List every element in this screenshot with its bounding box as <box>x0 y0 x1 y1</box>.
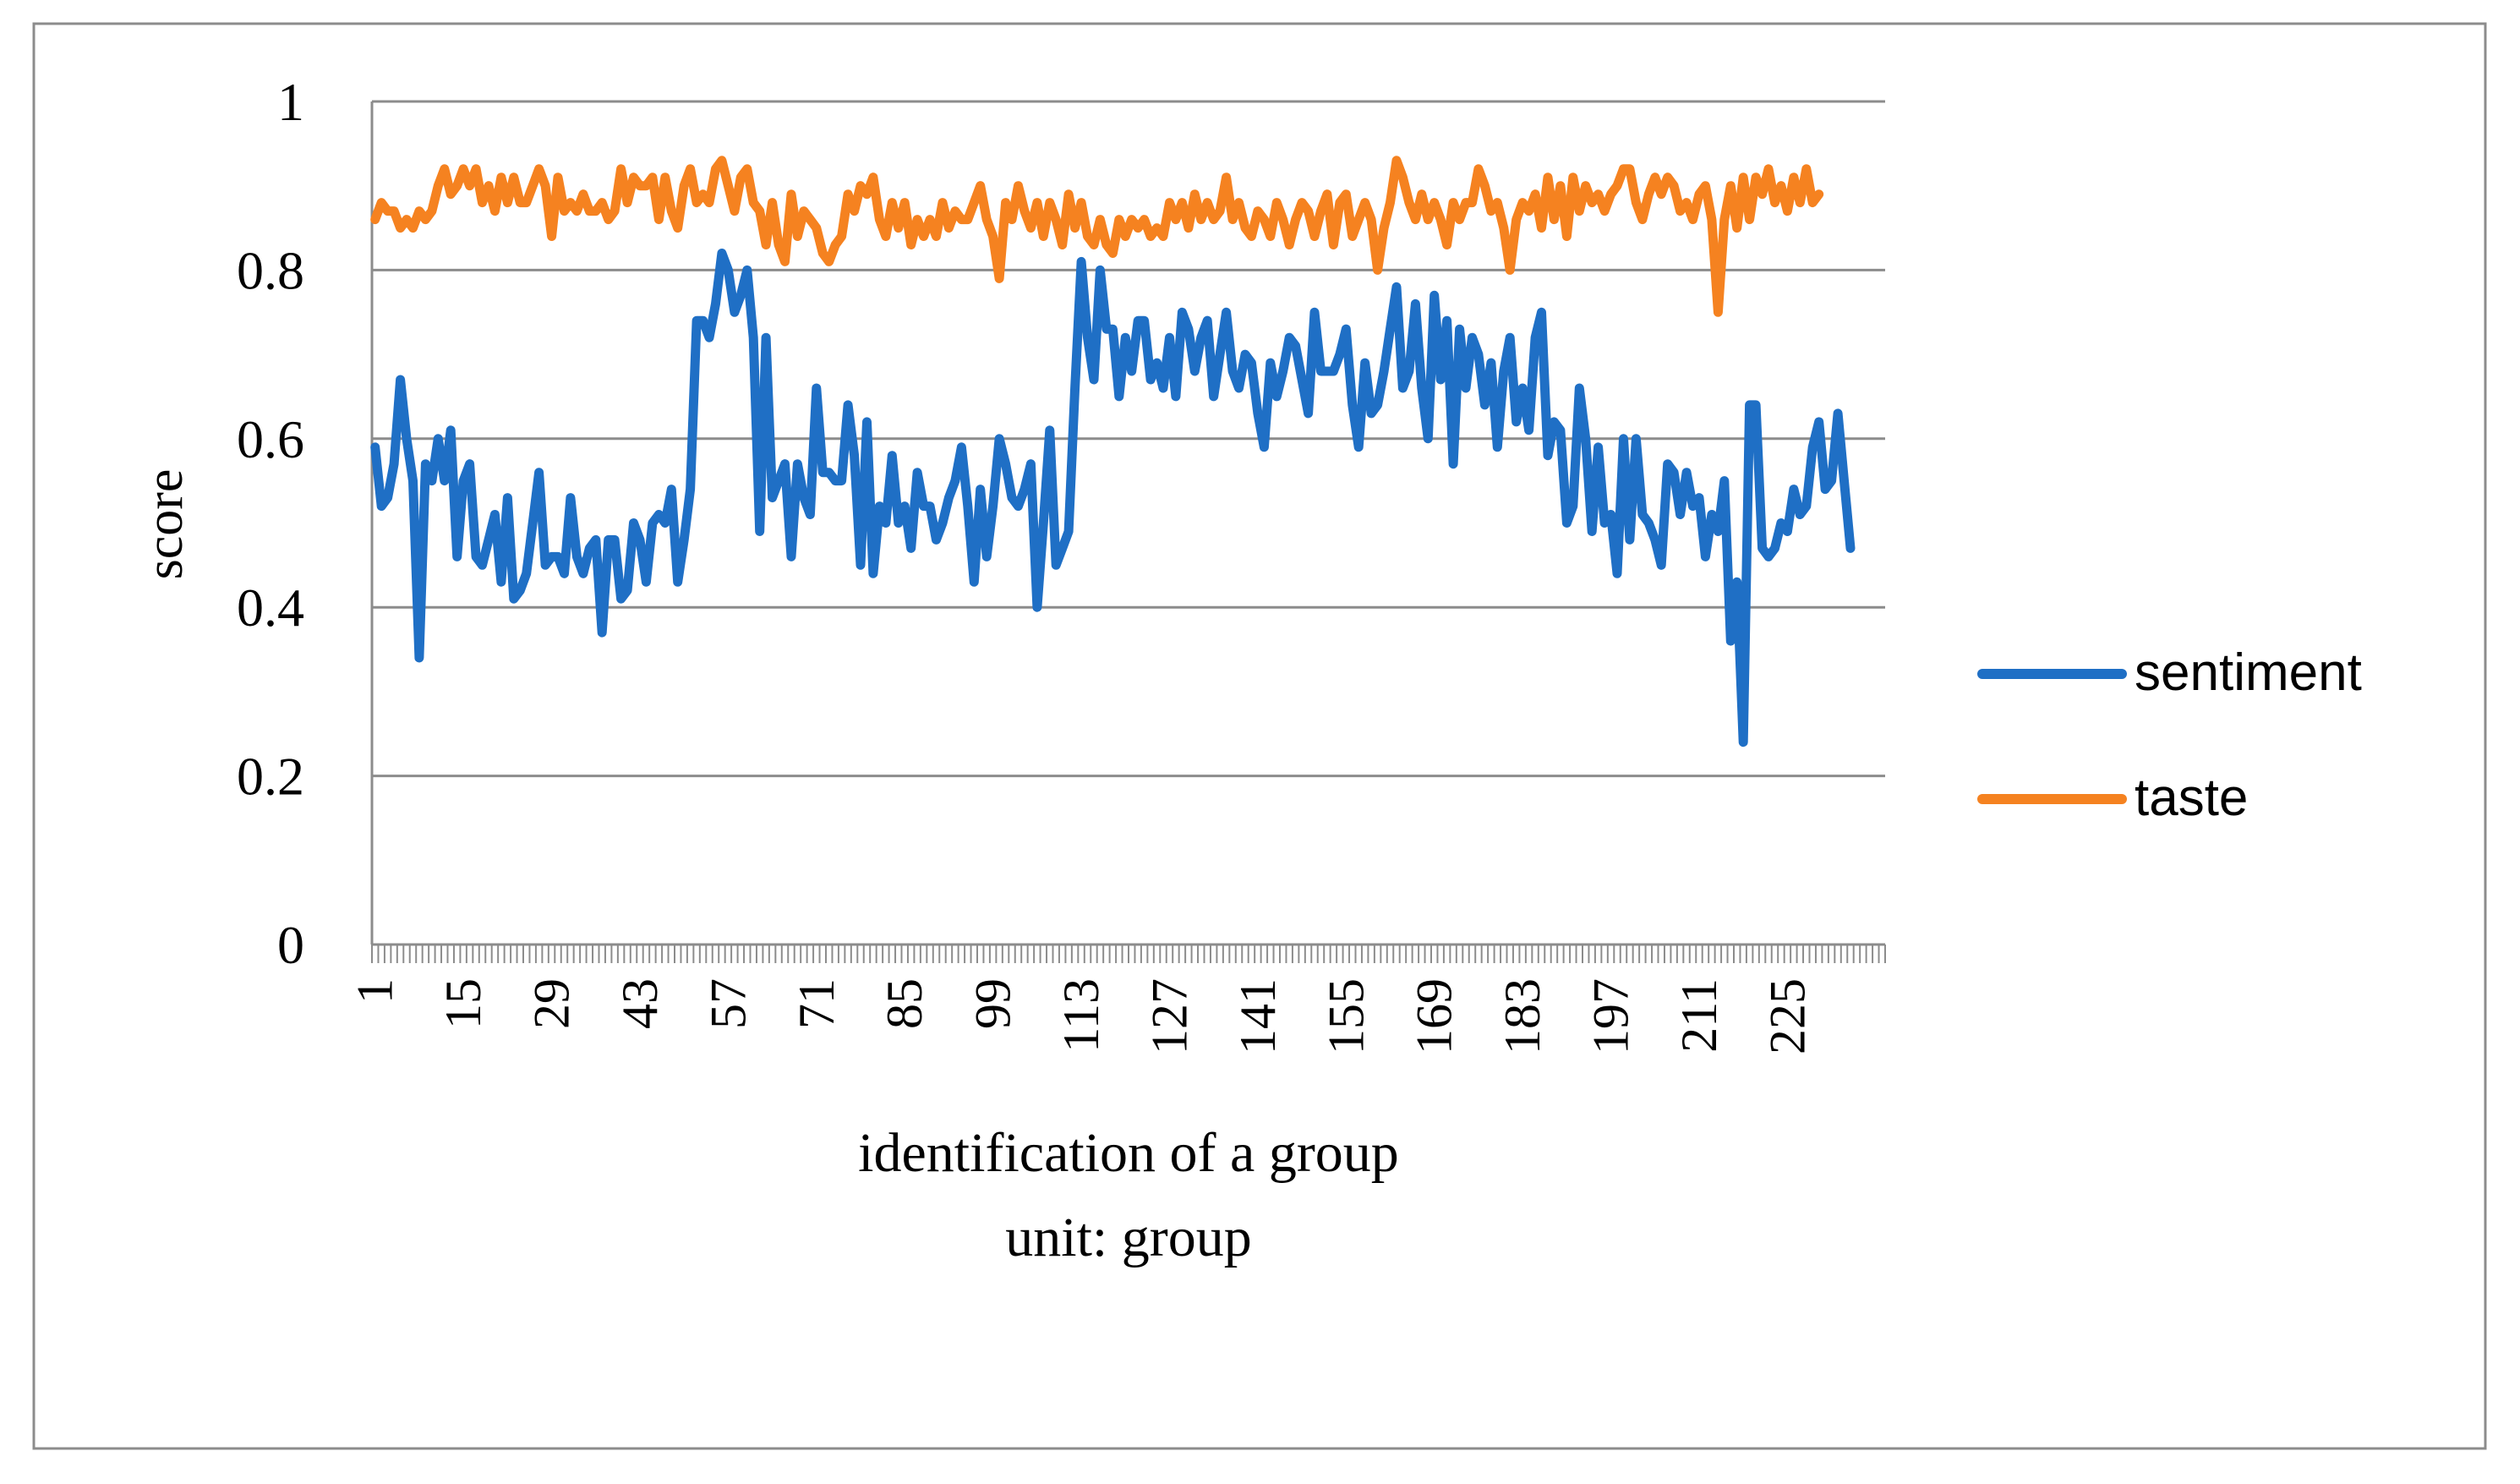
x-tick-label-155: 155 <box>1318 978 1374 1054</box>
y-tick-labels: 0 0.2 0.4 0.6 0.8 1 <box>237 72 304 975</box>
gridlines <box>372 100 1885 778</box>
x-tick-label-1: 1 <box>347 978 403 1004</box>
y-tick-label-0.8: 0.8 <box>237 240 304 300</box>
y-tick-label-0: 0 <box>277 915 304 975</box>
x-tick-label-225: 225 <box>1759 978 1815 1054</box>
legend: sentiment taste <box>1977 643 2362 827</box>
x-tick-label-15: 15 <box>435 978 491 1029</box>
x-tick-label-169: 169 <box>1407 978 1462 1054</box>
x-tick-label-197: 197 <box>1583 978 1639 1054</box>
x-tick-label-141: 141 <box>1230 978 1286 1054</box>
legend-label-taste: taste <box>2135 769 2248 827</box>
x-axis-title: identification of a group <box>858 1122 1399 1184</box>
y-tick-label-0.4: 0.4 <box>237 578 304 638</box>
x-tick-labels: 1 15 29 43 57 71 85 99 113 127 141 155 169 183 197 211 2… <box>347 978 1816 1054</box>
series-lines <box>370 156 1856 747</box>
y-tick-label-1: 1 <box>277 72 304 132</box>
x-tick-label-43: 43 <box>612 978 668 1029</box>
x-tick-label-127: 127 <box>1141 978 1197 1054</box>
x-tick-label-113: 113 <box>1053 978 1109 1053</box>
x-tick-label-85: 85 <box>877 978 932 1029</box>
legend-item-sentiment: sentiment <box>1977 643 2362 702</box>
y-axis-title: score <box>136 469 194 580</box>
legend-item-taste: taste <box>1977 769 2248 827</box>
x-tick-label-99: 99 <box>965 978 1021 1029</box>
x-axis-ticks <box>371 945 1886 963</box>
chart-frame <box>32 22 2487 1450</box>
series-line-sentiment <box>370 249 1856 747</box>
x-tick-label-29: 29 <box>524 978 580 1029</box>
legend-label-sentiment: sentiment <box>2135 643 2362 702</box>
x-tick-label-211: 211 <box>1671 978 1727 1053</box>
x-tick-label-57: 57 <box>700 978 756 1029</box>
y-tick-label-0.2: 0.2 <box>237 747 304 807</box>
x-tick-label-183: 183 <box>1495 978 1550 1054</box>
series-line-taste <box>370 156 1824 317</box>
x-tick-label-71: 71 <box>789 978 845 1029</box>
x-axis-unit-label: unit: group <box>1005 1207 1252 1268</box>
axes <box>370 101 1885 946</box>
y-tick-label-0.6: 0.6 <box>237 409 304 469</box>
